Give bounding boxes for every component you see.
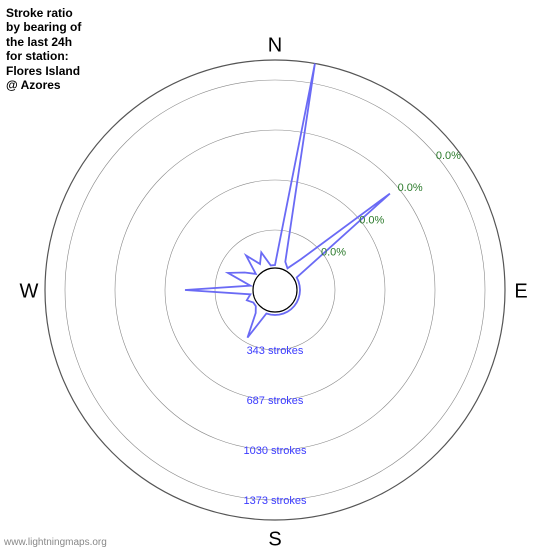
cardinal-n: N bbox=[268, 34, 282, 56]
polar-chart: N S E W 343 strokes 687 strokes 1030 strokes 13… bbox=[0, 0, 550, 550]
ring-pct-label: 0.0% bbox=[436, 150, 461, 162]
ring-pct-label: 0.0% bbox=[321, 246, 346, 258]
ring-strokes-label: 687 strokes bbox=[247, 395, 304, 407]
ring-strokes-label: 343 strokes bbox=[247, 345, 304, 357]
center-hole bbox=[253, 268, 297, 312]
cardinal-s: S bbox=[268, 528, 281, 550]
ring-strokes-label: 1030 strokes bbox=[244, 445, 307, 457]
ring-strokes-label: 1373 strokes bbox=[244, 495, 307, 507]
cardinal-e: E bbox=[514, 280, 527, 302]
cardinal-w: W bbox=[20, 280, 39, 302]
ring-pct-label: 0.0% bbox=[398, 182, 423, 194]
ring-pct-label: 0.0% bbox=[359, 214, 384, 226]
